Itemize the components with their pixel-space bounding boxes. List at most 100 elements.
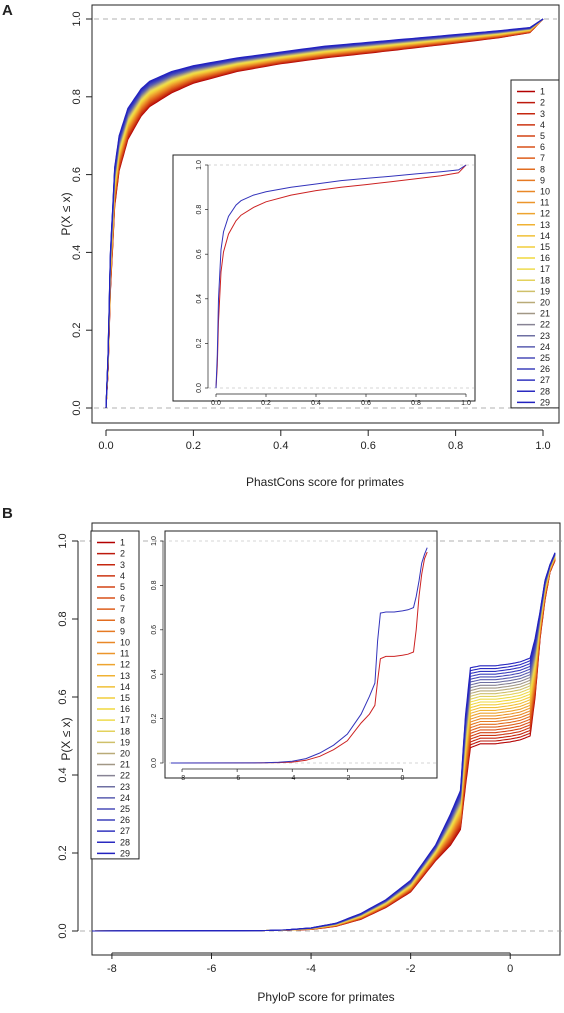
- panel-a-legend-label-2: 2: [540, 98, 545, 108]
- panel-b-legend-label-17: 17: [120, 715, 130, 725]
- panel-b-y-tick-label: 0.8: [57, 611, 69, 626]
- panel-a-letter: A: [2, 2, 13, 19]
- panel-b-inset-y-tick-label: 0.6: [151, 625, 158, 635]
- panel-a-legend-label-23: 23: [540, 331, 550, 341]
- panel-b-legend-label-24: 24: [120, 793, 130, 803]
- panel-b-series-29-line: [91, 552, 556, 932]
- panel-a-inset-x-tick-label: 0.8: [411, 400, 421, 407]
- panel-b-legend-label-20: 20: [120, 748, 130, 758]
- panel-b-legend: 1234567891011121314151617181920212223242…: [90, 530, 140, 860]
- panel-b-inset-reference-lines: [163, 540, 438, 764]
- panel-b-legend-label-2: 2: [120, 549, 125, 559]
- panel-b-inset-y-tick-label: 0.0: [151, 758, 158, 768]
- panel-a-inset-x-axis: 0.0 0.2 0.4 0.6 0.8 1.0: [211, 393, 471, 407]
- panel-a-inset-y-tick-label: 0.4: [196, 294, 203, 304]
- panel-b-inset-y-tick-label: 1.0: [151, 536, 158, 546]
- panel-a-x-axis-label: PhastCons score for primates: [246, 475, 404, 489]
- panel-b-inset-series-2-line: [170, 547, 428, 764]
- panel-a-legend-label-14: 14: [540, 231, 550, 241]
- panel-b-inset-series-1-line: [170, 551, 428, 764]
- panel-b-x-axis: -8 -6 -4 -2 0: [107, 952, 513, 975]
- panel-a-inset-x-tick-label: 0.2: [261, 400, 271, 407]
- panel-a-y-tick-label: 0.6: [71, 167, 83, 182]
- panel-a-inset-series-group: [215, 164, 467, 389]
- panel-a-y-tick-label: 0.4: [71, 245, 83, 260]
- panel-b: B 0.0 0.2 0.4 0.6 0.8 1.0 -8 -6 -4 -2 0 PhyloP sc…: [2, 505, 564, 1004]
- panel-a-legend-label-15: 15: [540, 242, 550, 252]
- panel-b-inset-y-tick-label: 0.2: [151, 714, 158, 724]
- panel-a-inset: 0.0 0.2 0.4 0.6 0.8 1.0 0.0 0.2 0.4 0.6 0.8 1.0: [172, 154, 476, 407]
- panel-b-legend-label-28: 28: [120, 837, 130, 847]
- panel-b-y-axis-label: P(X ≤ x): [59, 717, 73, 760]
- panel-a-legend-label-1: 1: [540, 87, 545, 97]
- panel-a-legend-label-25: 25: [540, 353, 550, 363]
- panel-b-x-tick-label: -8: [107, 963, 117, 975]
- panel-a-legend-label-4: 4: [540, 120, 545, 130]
- panel-b-legend-label-13: 13: [120, 671, 130, 681]
- panel-a-inset-y-tick-label: 1.0: [196, 160, 203, 170]
- panel-b-legend-label-6: 6: [120, 593, 125, 603]
- panel-a-legend-label-13: 13: [540, 220, 550, 230]
- panel-b-inset-y-tick-label: 0.8: [151, 580, 158, 590]
- panel-b-legend-label-16: 16: [120, 704, 130, 714]
- panel-a-inset-y-tick-label: 0.2: [196, 338, 203, 348]
- panel-b-legend-label-12: 12: [120, 660, 130, 670]
- panel-b-legend-label-9: 9: [120, 626, 125, 636]
- panel-a-inset-series-2-line: [215, 164, 467, 389]
- panel-a-legend-label-3: 3: [540, 109, 545, 119]
- panel-b-y-tick-label: 0.2: [57, 845, 69, 860]
- panel-a-legend-label-20: 20: [540, 297, 550, 307]
- panel-a-series-group: [105, 18, 544, 409]
- panel-a-legend-label-12: 12: [540, 209, 550, 219]
- panel-b-inset-x-tick-label: -8: [179, 775, 185, 782]
- panel-a-legend-label-17: 17: [540, 264, 550, 274]
- panel-b-legend-label-11: 11: [120, 649, 129, 659]
- panel-b-inset-frame: [164, 530, 438, 779]
- panel-a-x-tick-label: 1.0: [535, 440, 550, 452]
- panel-b-legend-label-4: 4: [120, 571, 125, 581]
- panel-b-legend-label-5: 5: [120, 582, 125, 592]
- panel-b-legend-label-26: 26: [120, 815, 130, 825]
- panel-b-inset-x-axis: -8 -6 -4 -2 0: [179, 768, 404, 782]
- panel-b-legend-label-19: 19: [120, 737, 130, 747]
- panel-a-legend-label-7: 7: [540, 153, 545, 163]
- panel-a-legend-label-10: 10: [540, 186, 550, 196]
- panel-b-x-tick-label: -4: [306, 963, 316, 975]
- panel-a-inset-x-tick-label: 0.4: [311, 400, 321, 407]
- panel-a-legend-label-5: 5: [540, 131, 545, 141]
- panel-b-legend-label-10: 10: [120, 637, 130, 647]
- panel-b-inset-y-axis: 0.0 0.2 0.4 0.6 0.8 1.0: [151, 536, 164, 768]
- panel-a-legend-label-9: 9: [540, 175, 545, 185]
- panel-a-inset-y-tick-label: 0.6: [196, 249, 203, 259]
- panel-a-legend: 1234567891011121314151617181920212223242…: [510, 79, 560, 409]
- panel-b-inset-series-group: [170, 547, 428, 764]
- panel-b-legend-label-15: 15: [120, 693, 130, 703]
- panel-a-legend-label-22: 22: [540, 320, 550, 330]
- panel-a-legend-label-29: 29: [540, 397, 550, 407]
- panel-a-legend-label-11: 11: [540, 198, 549, 208]
- panel-a-inset-x-tick-label: 0.6: [361, 400, 371, 407]
- panel-a-y-axis: 0.0 0.2 0.4 0.6 0.8 1.0: [71, 11, 93, 416]
- panel-b-x-tick-label: -6: [207, 963, 217, 975]
- panel-b-series-group: [91, 552, 556, 932]
- panel-b-y-tick-label: 0.6: [57, 689, 69, 704]
- panel-b-legend-label-25: 25: [120, 804, 130, 814]
- panel-a-inset-y-tick-label: 0.0: [196, 383, 203, 393]
- panel-b-x-tick-label: 0: [507, 963, 513, 975]
- panel-b-x-tick-label: -2: [406, 963, 416, 975]
- panel-b-y-tick-label: 0.4: [57, 767, 69, 782]
- panel-b-legend-label-18: 18: [120, 726, 130, 736]
- panel-b-x-axis-label: PhyloP score for primates: [257, 990, 394, 1004]
- panel-a-series-29-line: [105, 18, 544, 409]
- panel-b-letter: B: [2, 505, 13, 522]
- panel-b-legend-label-8: 8: [120, 615, 125, 625]
- panel-a-inset-x-tick-label: 0.0: [211, 400, 221, 407]
- panel-a-y-tick-label: 0.0: [71, 400, 83, 415]
- panel-b-legend-frame: [90, 530, 140, 860]
- panel-a-x-tick-label: 0.8: [448, 440, 463, 452]
- panel-a-inset-series-1-line: [215, 164, 467, 389]
- panel-b-legend-label-14: 14: [120, 682, 130, 692]
- panel-a-inset-frame: [172, 154, 476, 402]
- panel-a-legend-label-24: 24: [540, 342, 550, 352]
